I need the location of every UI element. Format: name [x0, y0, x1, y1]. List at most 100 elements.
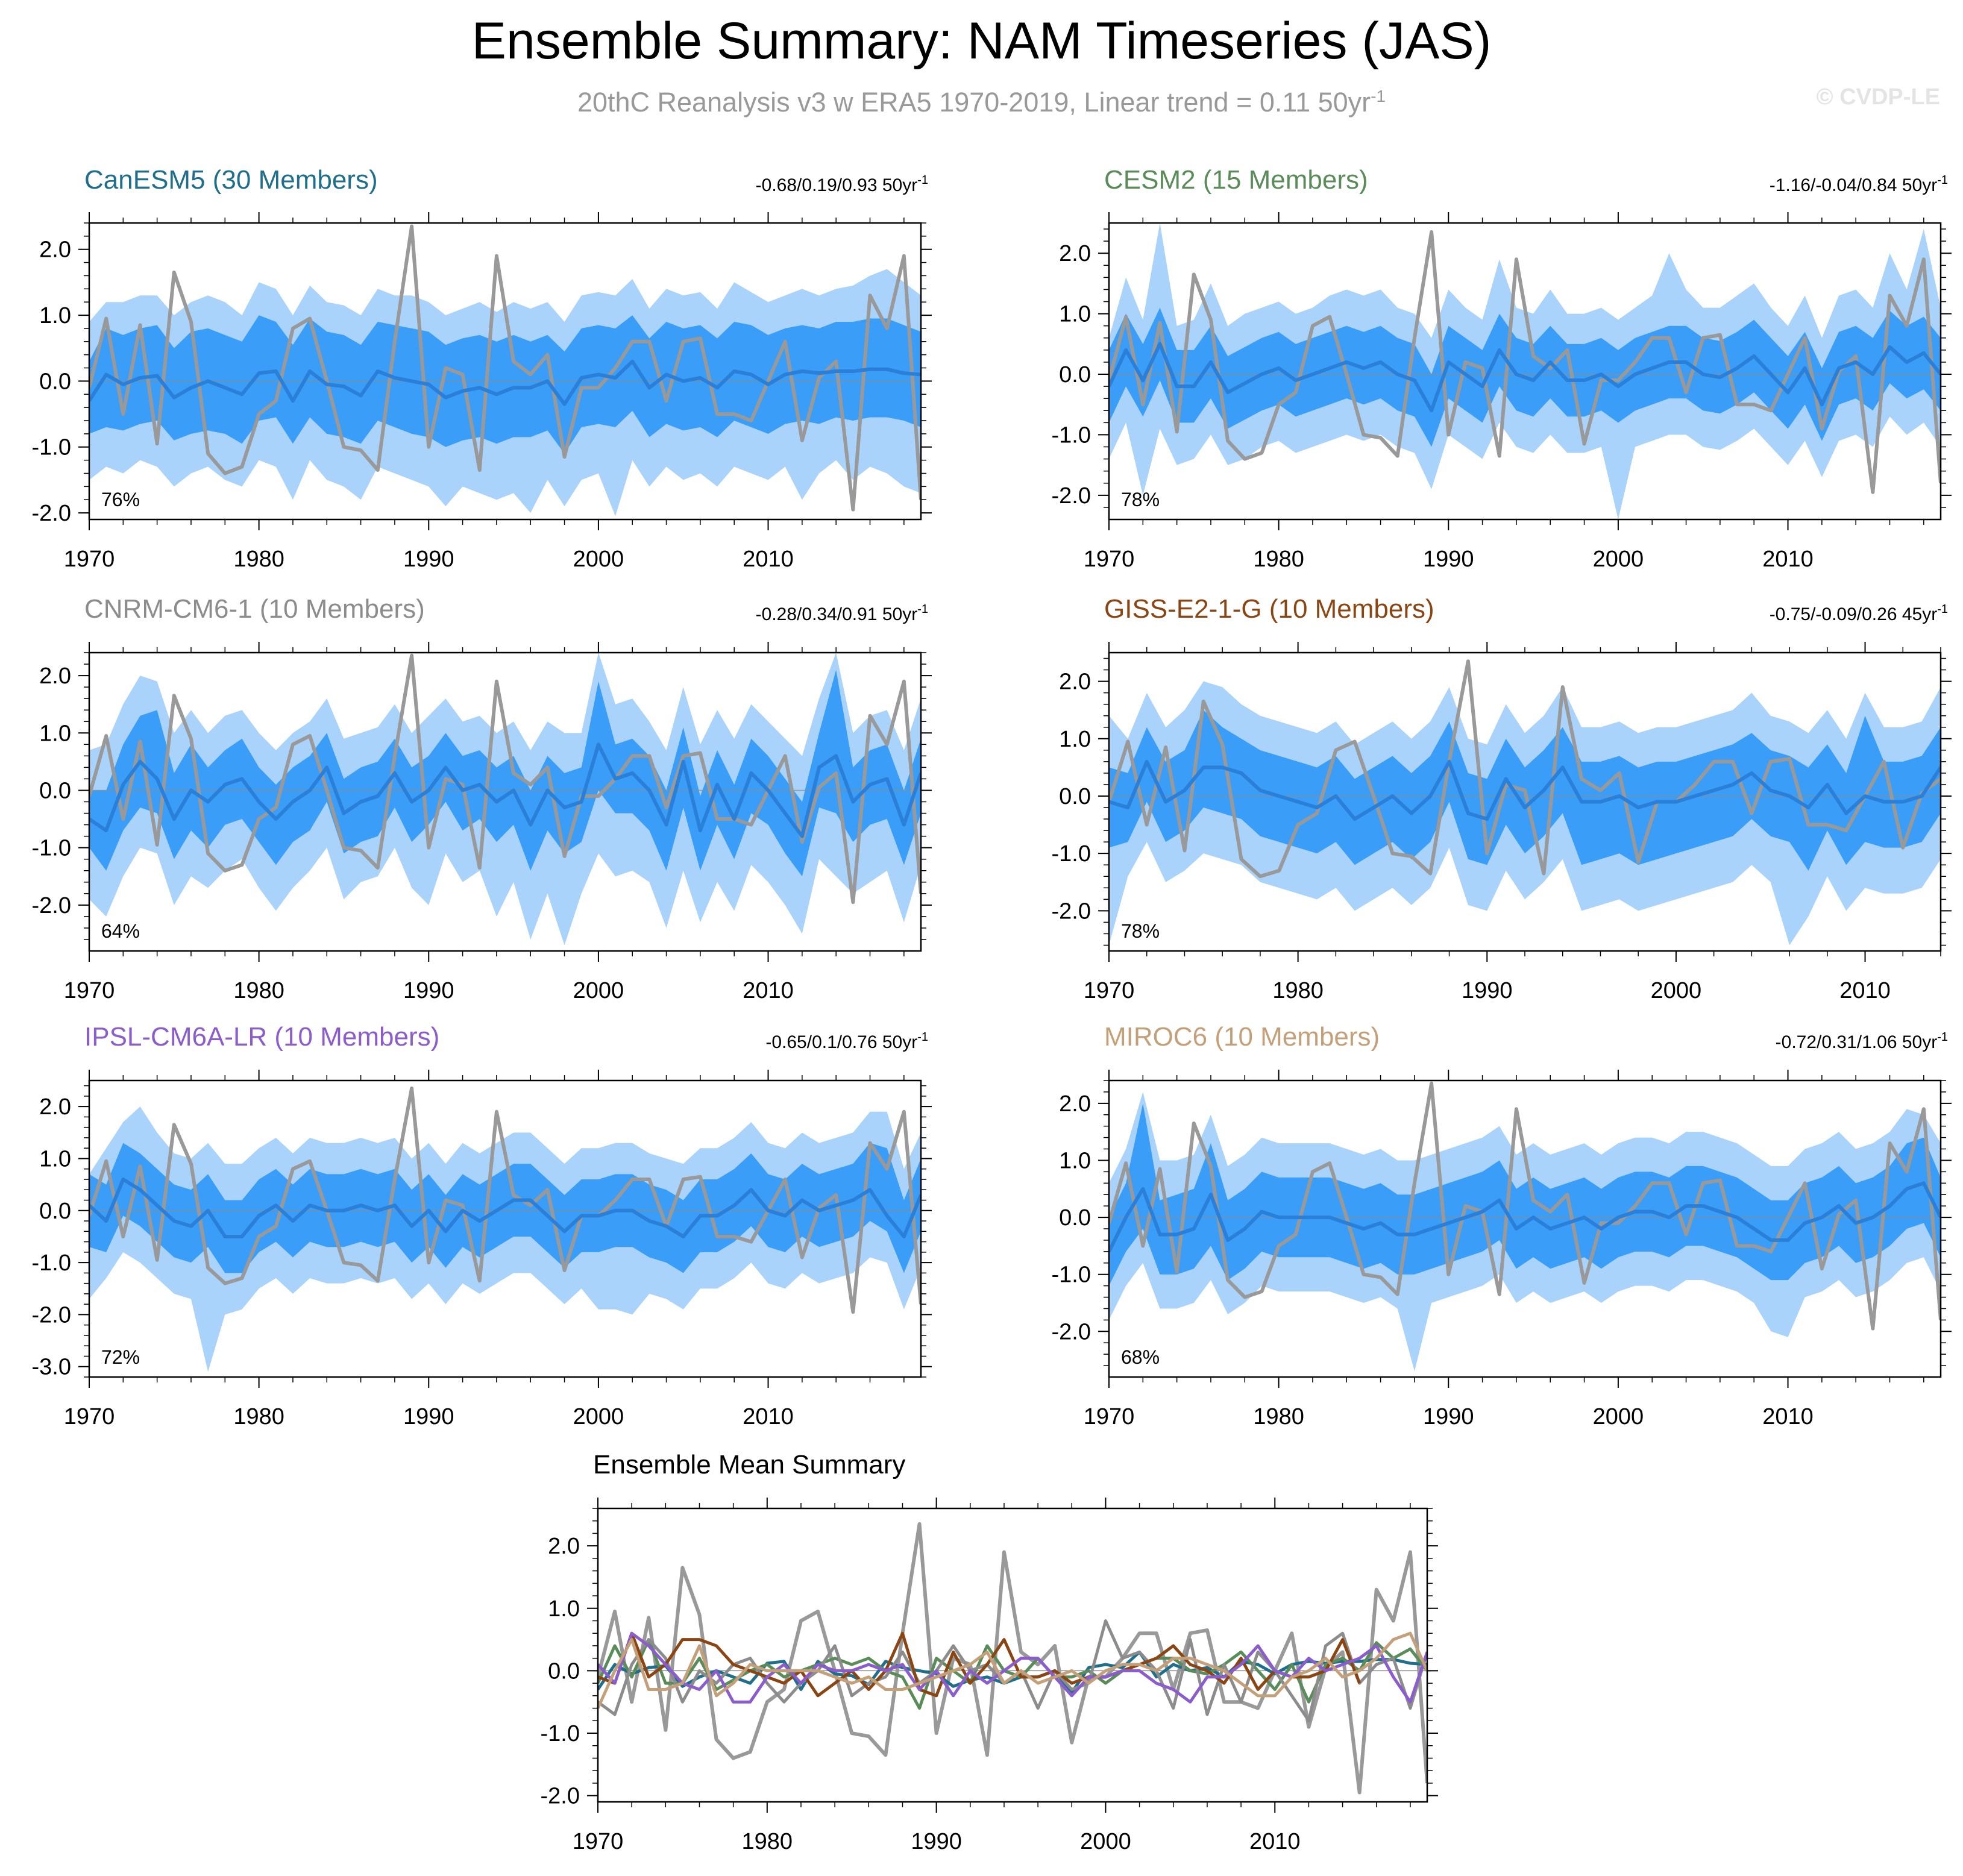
y-tick-label: 1.0	[1059, 1148, 1091, 1173]
watermark: © CVDP-LE	[1816, 84, 1940, 110]
chart-panel-ensemble-mean-summary: 2.0 1.0 0.0 -1.0 -2.0 1970 1980 1990 2000 2010 Ens…	[541, 1450, 1438, 1854]
subtitle-text: 20thC Reanalysis v3 w ERA5 1970-2019, Li…	[577, 87, 1371, 118]
y-tick-label: -1.0	[1052, 1263, 1091, 1288]
y-tick-label: -3.0	[32, 1355, 71, 1380]
y-tick-label: 2.0	[1059, 241, 1091, 266]
trend-label-text: -0.28/0.34/0.91 50yr	[756, 604, 918, 624]
x-tick-label: 2010	[1762, 547, 1814, 572]
trend-label-superscript: -1	[1937, 174, 1948, 187]
trend-label-text: -0.75/-0.09/0.26 45yr	[1770, 604, 1938, 624]
x-tick-label: 1980	[233, 978, 284, 1003]
observed-line	[1109, 659, 1941, 879]
trend-label-superscript: -1	[917, 1031, 928, 1044]
observed-line	[1109, 230, 1941, 494]
chart-panel-miroc6: 2.0 1.0 0.0 -1.0 -2.0 1970 1980 1990 2000 2010 MIR…	[1052, 1022, 1952, 1429]
y-tick-label: 2.0	[39, 237, 71, 263]
x-tick-label: 1990	[911, 1829, 962, 1854]
plot-area	[1109, 223, 1941, 519]
x-tick-label: 1970	[64, 547, 115, 572]
x-tick-label: 1980	[742, 1829, 793, 1854]
series-line-ipsl-cm6a-lr	[598, 1631, 1427, 1704]
y-tick-label: 1.0	[1059, 727, 1091, 752]
chart-panel-giss: 2.0 1.0 0.0 -1.0 -2.0 1970 1980 1990 2000 2010 GIS…	[1052, 594, 1952, 1003]
x-tick-label: 2010	[1839, 978, 1891, 1003]
x-tick-label: 2010	[743, 1404, 794, 1429]
x-tick-label: 1990	[1423, 1404, 1474, 1429]
trend-label-text: -0.65/0.1/0.76 50yr	[765, 1032, 917, 1052]
panel-title: CanESM5 (30 Members)	[84, 165, 378, 195]
x-tick-label: 1970	[573, 1829, 624, 1854]
plot-area	[1109, 659, 1941, 946]
x-tick-label: 1980	[233, 1404, 284, 1429]
y-tick-label: 2.0	[1059, 670, 1091, 695]
y-tick-label: -1.0	[32, 435, 71, 460]
x-tick-label: 2010	[1762, 1404, 1814, 1429]
plot-area	[1109, 1081, 1941, 1372]
trend-label-superscript: -1	[1937, 603, 1948, 616]
ensemble-mean-line	[89, 1178, 921, 1238]
panel-title: GISS-E2-1-G (10 Members)	[1104, 594, 1434, 624]
inner-spread-band	[89, 315, 921, 454]
observed-line	[89, 224, 921, 512]
x-tick-label: 2000	[573, 978, 624, 1003]
chart-panel-cnrm: 2.0 1.0 0.0 -1.0 -2.0 1970 1980 1990 2000 2010 CNR…	[32, 594, 932, 1003]
plot-frame	[88, 222, 922, 521]
plot-area	[598, 1522, 1427, 1795]
trend-label: -0.65/0.1/0.76 50yr-1	[765, 1031, 928, 1052]
trend-label: -0.28/0.34/0.91 50yr-1	[756, 603, 928, 624]
y-tick-label: -2.0	[32, 1302, 71, 1328]
x-tick-label: 1980	[1253, 547, 1304, 572]
plot-area	[89, 653, 921, 946]
y-tick-label: 2.0	[1059, 1091, 1091, 1117]
x-tick-label: 2010	[743, 978, 794, 1003]
series-line-miroc6	[598, 1631, 1427, 1709]
y-tick-label: -2.0	[1052, 1319, 1091, 1344]
y-tick-label: -2.0	[32, 893, 71, 918]
x-tick-label: 1990	[403, 978, 454, 1003]
panel-title: CNRM-CM6-1 (10 Members)	[84, 594, 425, 624]
ensemble-mean-line	[89, 742, 921, 838]
x-tick-label: 1970	[1084, 547, 1135, 572]
y-tick-label: 0.0	[39, 369, 71, 394]
y-tick-label: 1.0	[548, 1596, 580, 1622]
percent-label: 64%	[101, 920, 140, 942]
panel-title: MIROC6 (10 Members)	[1104, 1022, 1380, 1052]
trend-label-superscript: -1	[917, 174, 928, 187]
panel-title: CESM2 (15 Members)	[1104, 165, 1368, 195]
x-tick-label: 1970	[1084, 978, 1135, 1003]
chart-panel-cesm2: 2.0 1.0 0.0 -1.0 -2.0 1970 1980 1990 2000 2010 CES…	[1052, 165, 1952, 572]
trend-label: -0.75/-0.09/0.26 45yr-1	[1770, 603, 1948, 624]
plot-frame	[597, 1507, 1428, 1803]
x-tick-label: 1990	[1423, 547, 1474, 572]
x-tick-label: 2000	[1593, 547, 1644, 572]
y-tick-label: -1.0	[1052, 422, 1091, 448]
ensemble-mean-line	[89, 359, 921, 406]
y-tick-label: 1.0	[39, 1146, 71, 1172]
y-tick-label: 1.0	[1059, 302, 1091, 327]
main-title: Ensemble Summary: NAM Timeseries (JAS)	[471, 12, 1492, 70]
trend-label-superscript: -1	[917, 603, 928, 616]
y-tick-label: -2.0	[541, 1784, 580, 1809]
percent-label: 78%	[1121, 489, 1160, 510]
trend-label-text: -0.68/0.19/0.93 50yr	[756, 175, 918, 195]
chart-panel-ipsl: 2.0 1.0 0.0 -1.0 -2.0 -3.0 1970 1980 1990 2000 201…	[32, 1022, 932, 1429]
y-tick-label: 2.0	[39, 1094, 71, 1120]
observed-line	[598, 1522, 1427, 1795]
x-tick-label: 1970	[64, 978, 115, 1003]
trend-label: -0.72/0.31/1.06 50yr-1	[1776, 1031, 1948, 1052]
x-tick-label: 1980	[1253, 1404, 1304, 1429]
x-tick-label: 1990	[403, 547, 454, 572]
x-tick-label: 1990	[1462, 978, 1513, 1003]
plot-frame	[88, 1079, 922, 1378]
panel-title: Ensemble Mean Summary	[593, 1450, 905, 1479]
y-tick-label: -1.0	[541, 1721, 580, 1746]
x-tick-label: 2010	[743, 547, 794, 572]
inner-spread-band	[89, 1143, 921, 1273]
x-tick-label: 2000	[573, 1404, 624, 1429]
plot-frame	[1108, 222, 1942, 521]
x-tick-label: 2000	[573, 547, 624, 572]
x-tick-label: 1980	[233, 547, 284, 572]
plot-area	[89, 224, 921, 516]
y-tick-label: -1.0	[32, 836, 71, 861]
